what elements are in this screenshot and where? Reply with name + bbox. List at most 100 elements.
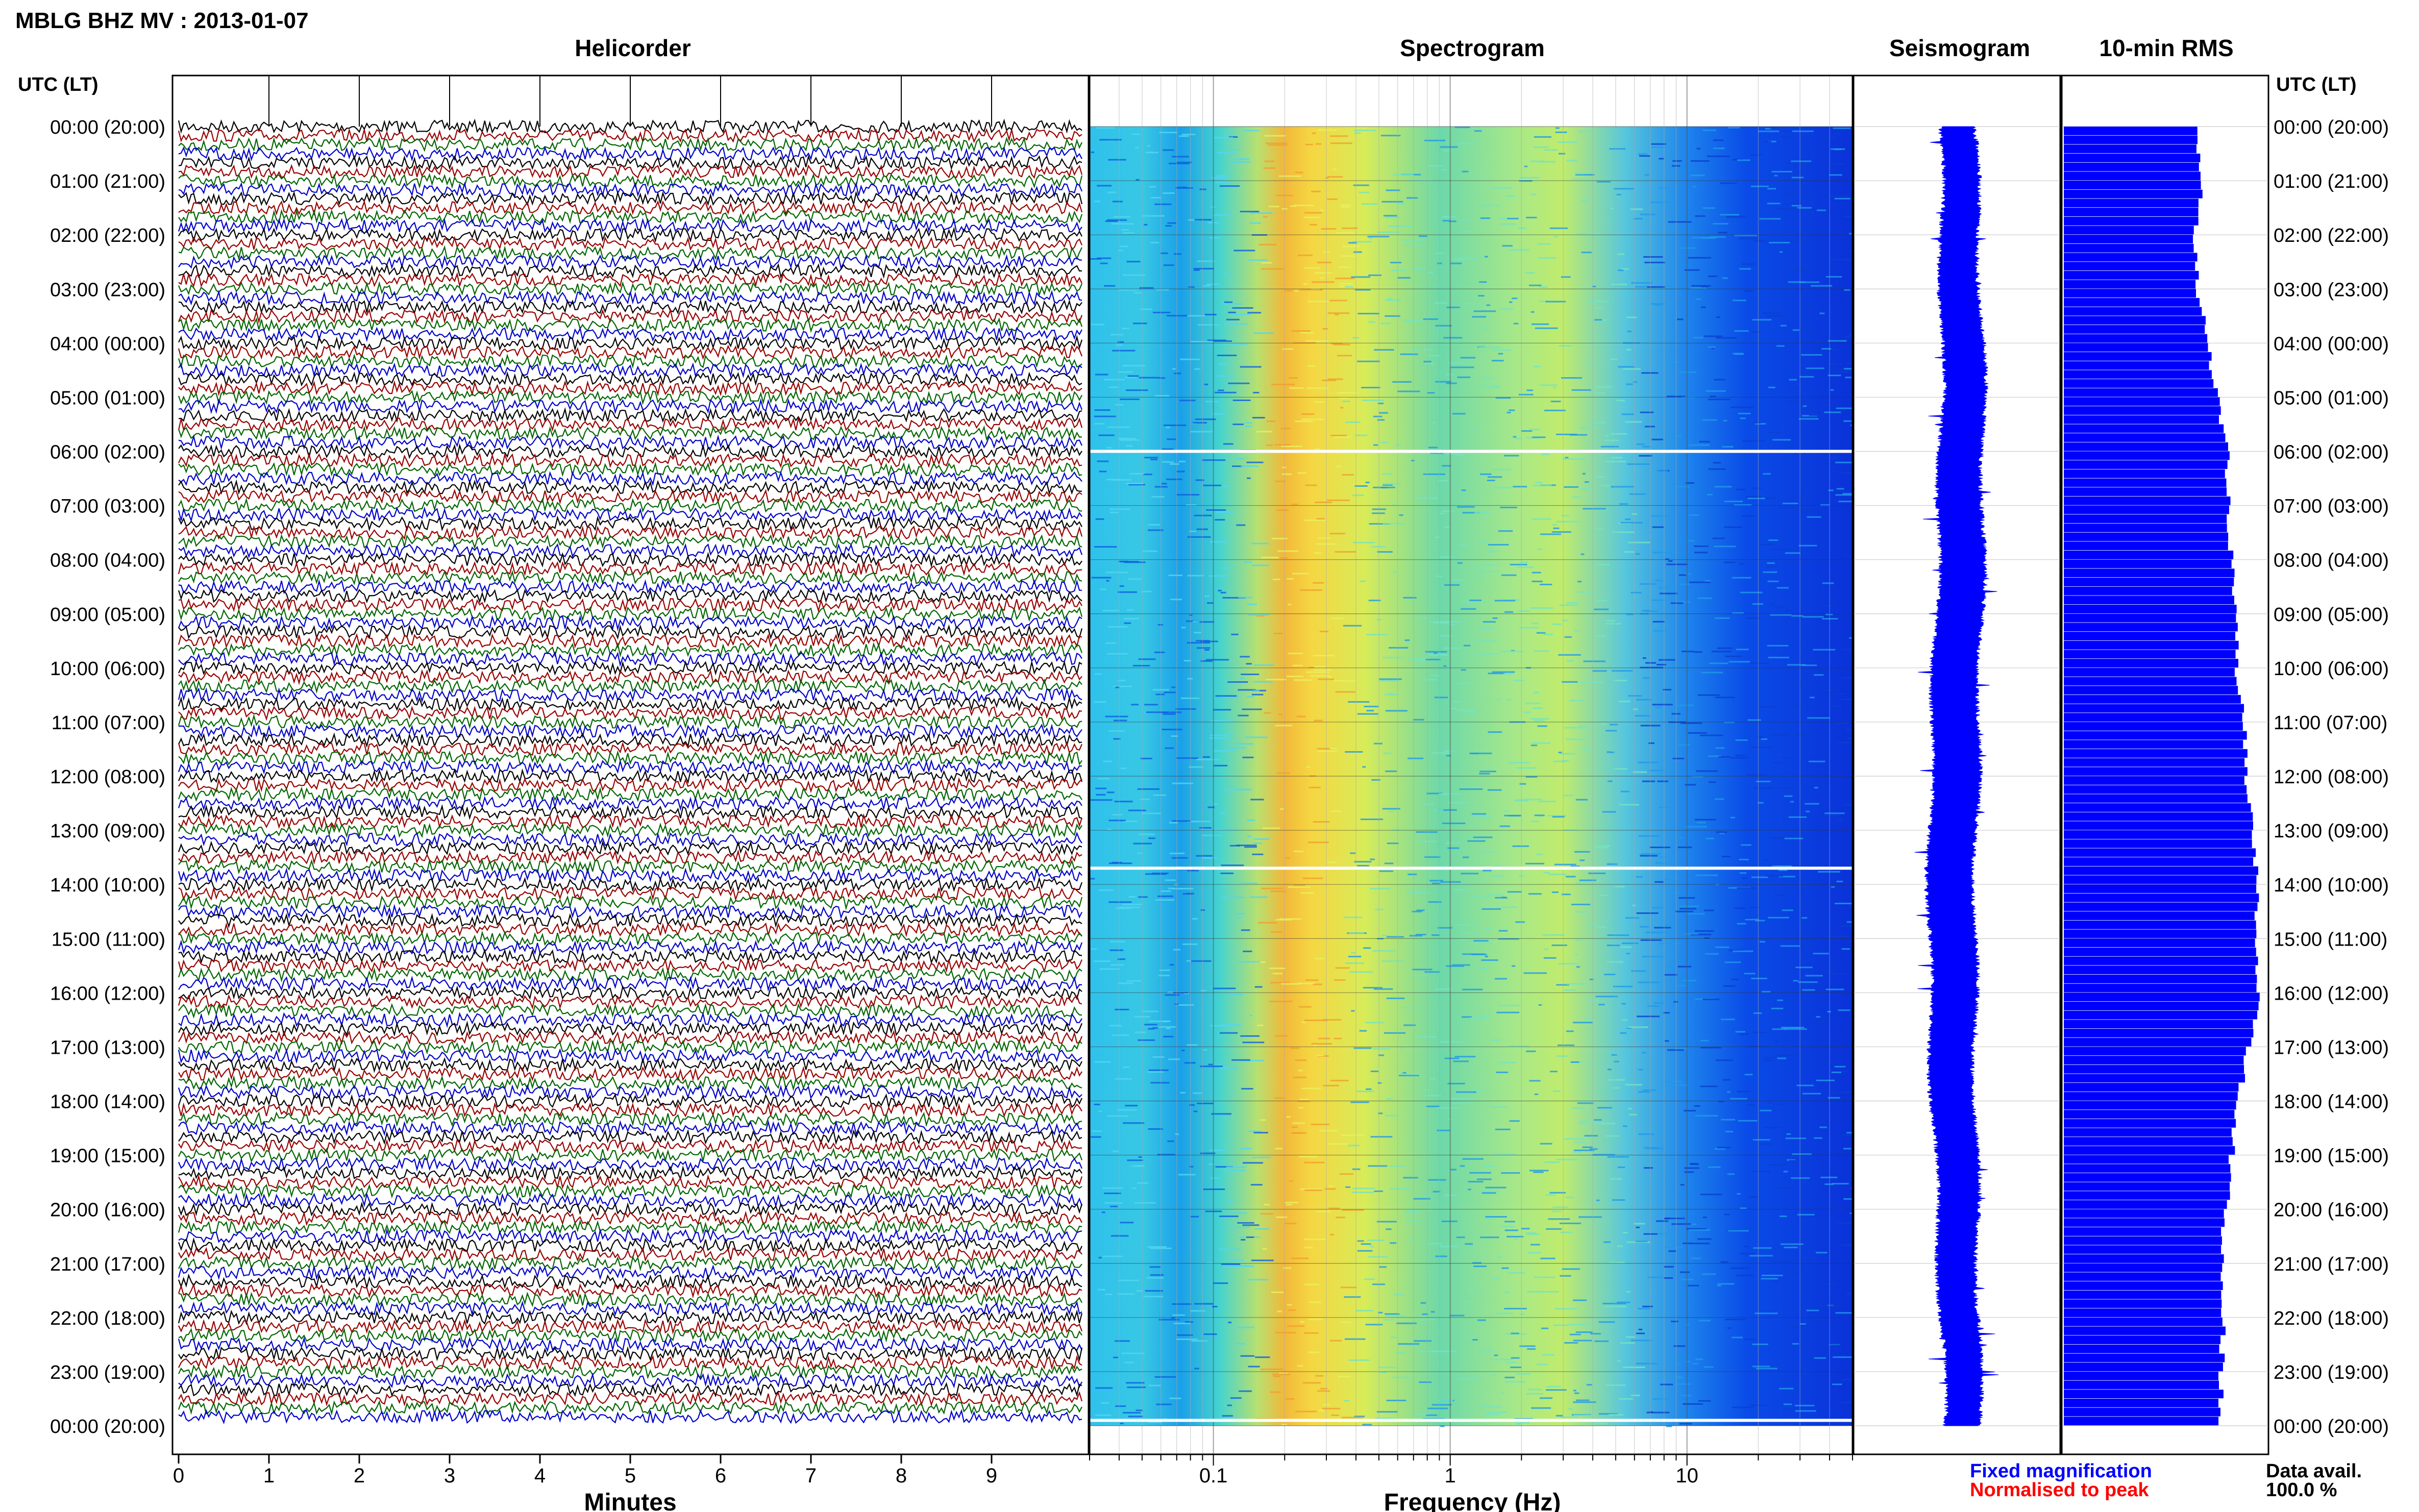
spectrogram-streak <box>1763 571 1778 573</box>
spectrogram-streak <box>1320 1387 1327 1390</box>
rms-bar <box>2064 478 2227 487</box>
spectrogram-streak <box>1574 851 1590 853</box>
spectrogram-streak <box>1171 1317 1175 1319</box>
spectrogram-streak <box>1109 508 1130 510</box>
spectrogram-streak <box>1528 893 1542 895</box>
spectrogram-streak <box>1247 312 1262 314</box>
spectrogram-streak <box>1793 980 1798 982</box>
spectrogram-streak <box>1339 1173 1354 1175</box>
spectrogram-streak <box>1253 332 1274 334</box>
spectrogram-streak <box>1540 1257 1556 1259</box>
spectrogram-streak <box>1594 608 1609 610</box>
spectrogram-streak <box>1618 366 1635 368</box>
spectrogram-streak <box>1092 1130 1102 1132</box>
spectrogram-streak <box>1347 1145 1360 1147</box>
spectrogram-streak <box>1601 485 1610 487</box>
helicorder-trace-row <box>178 533 1082 550</box>
spectrogram-streak <box>1551 484 1556 486</box>
spectrogram-streak <box>1592 670 1607 672</box>
spectrogram-streak <box>1138 1039 1155 1041</box>
spectrogram-streak <box>1771 1007 1784 1009</box>
spectrogram-streak <box>1423 318 1439 320</box>
spectrogram-streak <box>1689 514 1699 516</box>
spectrogram-streak <box>1780 136 1794 138</box>
spectrogram-streak <box>1617 1360 1621 1362</box>
spectrogram-streak <box>1176 494 1200 496</box>
spectrogram-streak <box>1744 973 1756 975</box>
spectrogram-streak <box>1533 707 1543 709</box>
spectrogram-streak <box>1732 612 1744 614</box>
spectrogram-streak <box>1545 301 1566 303</box>
spectrogram-streak <box>1485 1218 1495 1220</box>
spectrogram-streak <box>1624 551 1635 553</box>
spectrogram-streak <box>1118 1279 1139 1281</box>
spectrogram-streak <box>1231 633 1239 635</box>
helicorder-trace-row <box>178 696 1082 712</box>
spectrogram-streak <box>1744 290 1754 292</box>
spectrogram-streak <box>1275 1332 1296 1334</box>
spectrogram-streak <box>1365 481 1370 483</box>
spectrogram-streak <box>1828 705 1841 707</box>
spectrogram-streak <box>1611 486 1634 488</box>
spectrogram-streak <box>1317 1055 1324 1057</box>
spectrogram-streak <box>1675 1383 1691 1385</box>
spectrogram-streak <box>1769 1164 1787 1166</box>
spectrogram-streak <box>1820 1176 1838 1178</box>
rms-bar <box>2064 812 2253 821</box>
spectrogram-streak <box>1442 822 1466 824</box>
spectrogram-streak <box>1106 219 1127 221</box>
time-label-right: 01:00 (21:00) <box>2274 171 2389 192</box>
spectrogram-streak <box>1443 150 1452 152</box>
spectrogram-streak <box>1617 1166 1625 1168</box>
spectrogram-streak <box>1342 1209 1364 1211</box>
spectrogram-streak <box>1584 1018 1592 1020</box>
spectrogram-streak <box>1622 1366 1645 1368</box>
spectrogram-streak <box>1519 1345 1536 1347</box>
spectrogram-streak <box>1409 657 1429 659</box>
spectrogram-streak <box>1521 1228 1530 1230</box>
spectrogram-streak <box>1200 660 1213 662</box>
spectrogram-streak <box>1132 665 1150 667</box>
spectrogram-streak <box>1731 978 1739 980</box>
time-label-left: 17:00 (13:00) <box>50 1037 165 1058</box>
rms-bar <box>2064 397 2220 406</box>
spectrogram-streak <box>1091 577 1112 579</box>
spectrogram-streak <box>1841 1354 1846 1356</box>
spectrogram-streak <box>1308 1319 1323 1321</box>
spectrogram-streak <box>1477 542 1488 544</box>
spectrogram-streak <box>1512 298 1518 300</box>
spectrogram-streak <box>1631 1394 1640 1396</box>
spectrogram-streak <box>1581 252 1592 254</box>
spectrogram-streak <box>1688 444 1710 446</box>
spectrogram-streak <box>1556 520 1579 523</box>
spectrogram-streak <box>1301 413 1315 415</box>
spectrogram-streak <box>1494 1354 1498 1356</box>
spectrogram-streak <box>1652 621 1665 623</box>
spectrogram-streak <box>1539 384 1557 386</box>
rms-bar <box>2064 289 2196 298</box>
spectrogram-streak <box>1310 675 1330 677</box>
spectrogram-streak <box>1785 610 1791 612</box>
spectrogram-streak <box>1158 1319 1180 1321</box>
spectrogram-streak <box>1252 417 1265 419</box>
spectrogram-streak <box>1194 514 1212 516</box>
helicorder-title: Helicorder <box>575 35 691 61</box>
spectrogram-streak <box>1104 379 1125 381</box>
spectrogram-streak <box>1118 371 1133 373</box>
spectrogram-streak <box>1516 1423 1521 1425</box>
spectrogram-streak <box>1149 1266 1161 1268</box>
spectrogram-streak <box>1460 939 1468 941</box>
spectrogram-streak <box>1223 133 1229 135</box>
spectrogram-streak <box>1212 413 1226 415</box>
spectrogram-streak <box>1472 316 1486 318</box>
spectrogram-streak <box>1243 950 1252 952</box>
rms-bar <box>2064 1272 2221 1281</box>
spectrogram-streak <box>1266 420 1276 422</box>
spectrogram-streak <box>1504 1376 1515 1378</box>
spectrogram-streak <box>1739 858 1749 860</box>
spectrogram-streak <box>1406 197 1418 199</box>
spectrogram-streak <box>1196 855 1213 857</box>
spectrogram-streak <box>1425 658 1441 660</box>
helicorder-trace-row <box>178 614 1082 631</box>
spectrogram-streak <box>1564 989 1576 991</box>
